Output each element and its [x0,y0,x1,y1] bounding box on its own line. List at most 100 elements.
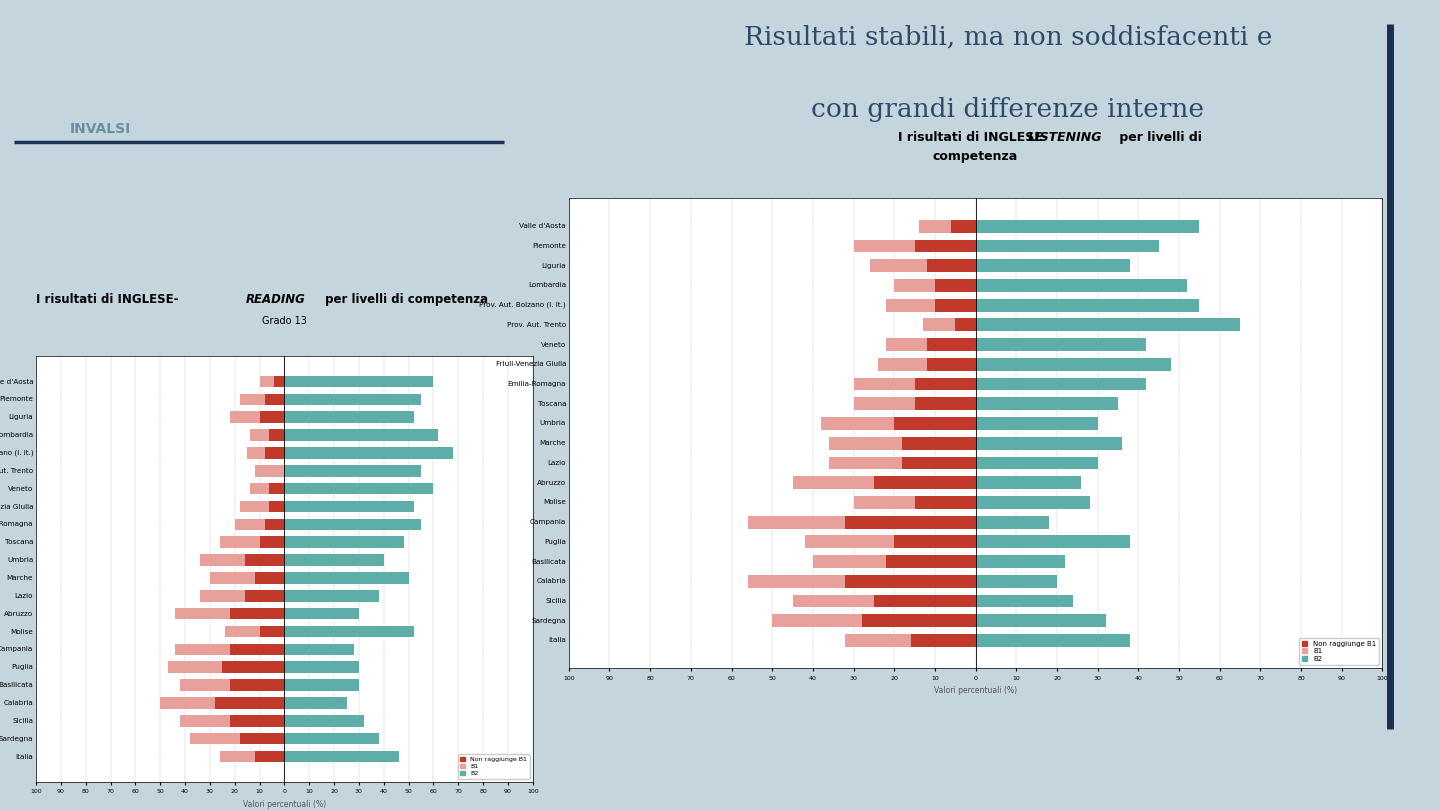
Bar [269,429,284,441]
Bar [747,575,976,588]
X-axis label: Valori percentuali (%): Valori percentuali (%) [935,686,1017,696]
Bar [935,299,976,312]
Bar [284,411,413,423]
Bar [976,220,1200,232]
Bar [215,697,284,709]
Bar [792,595,976,608]
Bar [167,662,284,673]
Bar [919,220,976,232]
Bar [284,625,413,637]
Bar [976,240,1159,253]
Bar [976,595,1073,608]
Bar [249,429,284,441]
Bar [976,516,1048,529]
Bar [249,483,284,494]
Bar [976,398,1117,410]
Bar [772,614,976,627]
Bar [230,715,284,727]
Bar [176,644,284,655]
Bar [284,733,379,744]
Bar [284,697,347,709]
Bar [259,625,284,637]
Bar [792,476,976,489]
Bar [854,377,976,390]
Text: per livelli di: per livelli di [1115,131,1202,144]
Bar [976,417,1097,430]
Bar [854,240,976,253]
Bar [952,220,976,232]
Bar [874,595,976,608]
Bar [284,680,359,691]
Bar [284,644,354,655]
Bar [829,437,976,450]
Bar [935,279,976,292]
Bar [284,554,383,566]
Bar [894,417,976,430]
Legend: Non raggiunge B1, B1, B2: Non raggiunge B1, B1, B2 [458,754,530,778]
Text: con grandi differenze interne: con grandi differenze interne [812,97,1204,122]
Bar [976,476,1081,489]
Text: READING: READING [246,293,305,306]
Bar [239,394,284,405]
Bar [284,429,438,441]
Text: competenza: competenza [933,150,1018,163]
Bar [927,358,976,371]
Bar [886,338,976,351]
Bar [284,751,399,762]
Bar [230,608,284,620]
Bar [284,447,454,458]
Bar [976,318,1240,331]
Bar [923,318,976,331]
Bar [220,536,284,548]
Bar [976,338,1146,351]
Bar [805,535,976,548]
Bar [927,259,976,272]
Bar [894,535,976,548]
Bar [284,590,379,602]
Bar [259,411,284,423]
Text: LISTENING: LISTENING [1028,131,1102,144]
Bar [812,555,976,568]
Bar [284,662,359,673]
Bar [976,555,1066,568]
Bar [976,496,1090,509]
Bar [265,447,284,458]
Bar [230,680,284,691]
Bar [220,751,284,762]
Bar [269,483,284,494]
Bar [845,575,976,588]
Bar [239,733,284,744]
Bar [235,518,284,531]
Bar [976,437,1122,450]
Bar [747,516,976,529]
Bar [903,437,976,450]
Bar [239,501,284,513]
Bar [255,465,284,476]
Bar [200,590,284,602]
Bar [284,572,409,584]
Bar [230,411,284,423]
Bar [914,377,976,390]
Bar [976,457,1097,469]
Bar [160,697,284,709]
Bar [255,751,284,762]
Bar [861,614,976,627]
Bar [976,634,1130,647]
Text: INVALSI: INVALSI [71,122,131,136]
Bar [976,259,1130,272]
Bar [176,608,284,620]
Bar [210,572,284,584]
Bar [200,554,284,566]
Bar [284,518,420,531]
Bar [284,376,433,387]
Bar [976,535,1130,548]
Bar [245,590,284,602]
Bar [265,518,284,531]
Bar [927,338,976,351]
Bar [903,457,976,469]
Bar [248,447,284,458]
Bar [180,715,284,727]
Bar [976,377,1146,390]
Bar [874,476,976,489]
Bar [976,575,1057,588]
